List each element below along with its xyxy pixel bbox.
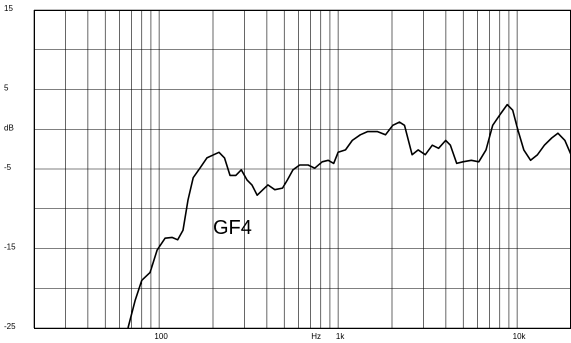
x-tick-label: 100 xyxy=(154,332,168,341)
annotation: GF4 xyxy=(213,217,252,239)
y-tick-label: 15 xyxy=(4,4,13,13)
y-tick-label: 5 xyxy=(4,84,9,93)
y-tick-label: -15 xyxy=(4,243,16,252)
x-axis-label: Hz xyxy=(311,332,321,341)
x-tick-label: 10k xyxy=(513,332,527,341)
response-curve xyxy=(127,103,571,329)
y-tick-label: dB xyxy=(4,123,14,132)
y-tick-label: -25 xyxy=(4,322,16,331)
x-tick-label: 1k xyxy=(336,332,345,341)
y-tick-label: -5 xyxy=(4,163,12,172)
plot-frame xyxy=(34,10,571,329)
